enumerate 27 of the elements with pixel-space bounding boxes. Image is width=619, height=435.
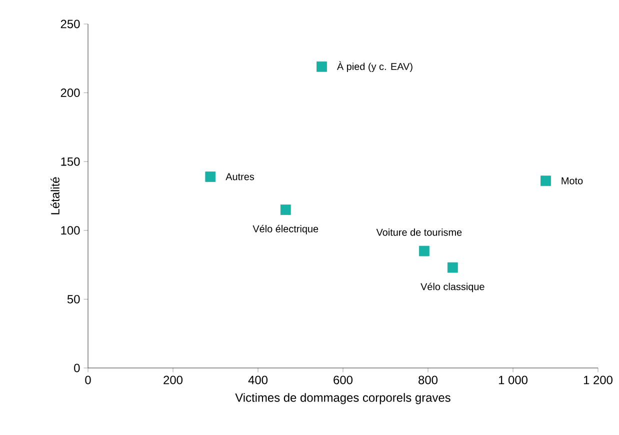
annotation: Voiture de tourisme [376, 228, 462, 236]
x-tick-label: 800 [418, 376, 438, 384]
y-tick-label: 0 [74, 364, 80, 372]
y-tick-label: 100 [61, 226, 80, 235]
x-tick-label: 200 [164, 376, 183, 384]
x-tick-label: 400 [248, 376, 268, 384]
x-tick-label: 0 [85, 376, 91, 384]
annotation: Autres [226, 173, 254, 180]
point [205, 172, 216, 182]
annotation: Vélo électrique [252, 224, 318, 234]
y-tick-label: 150 [61, 157, 80, 166]
annotation: À pied (y c. EAV) [336, 61, 412, 72]
point [540, 176, 551, 186]
point [280, 204, 291, 215]
x-tick-label: 600 [334, 376, 353, 384]
point [447, 262, 458, 273]
x-tick-label: 1 000 [498, 376, 528, 384]
annotation: Moto [562, 177, 583, 184]
x-tick-label: 1 200 [584, 376, 612, 384]
x-axis-title: Victimes de dommages corporels graves [235, 393, 450, 404]
y-tick-label: 250 [60, 20, 80, 28]
annotation: Vélo classique [420, 282, 484, 292]
y-axis-title: Létalité [50, 177, 60, 214]
y-tick-label: 50 [67, 294, 80, 304]
point [316, 61, 327, 72]
y-tick-label: 200 [60, 88, 80, 98]
point [418, 246, 430, 256]
